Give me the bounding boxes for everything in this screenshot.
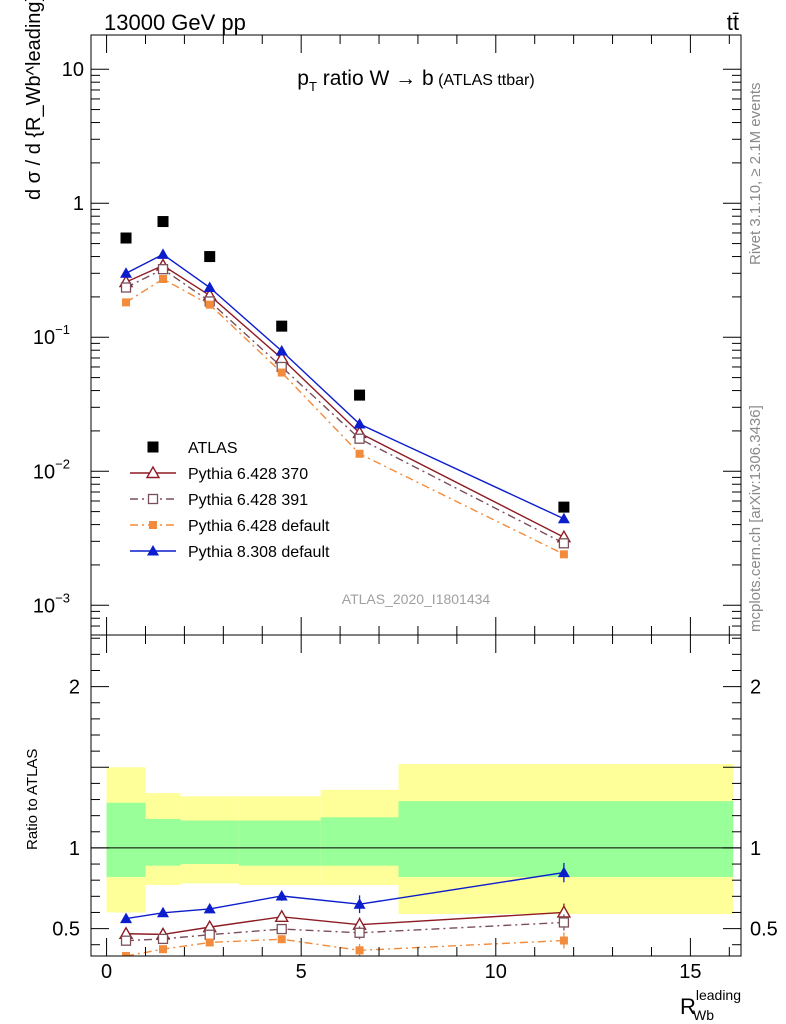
- svg-text:d σ / d {R_Wb^leading} [pb]: d σ / d {R_Wb^leading} [pb]: [23, 0, 45, 200]
- series-line-2: [125, 268, 565, 544]
- ratio-point: [204, 929, 215, 940]
- data-point: [559, 550, 568, 559]
- data-point: [157, 216, 169, 228]
- ratio-y-tick-label-left: 1: [69, 838, 80, 860]
- data-point: [159, 275, 168, 284]
- legend-label: Pythia 8.308 default: [188, 544, 330, 561]
- ratio-y-tick-label-left: 2: [69, 677, 80, 699]
- rivet-label: Rivet 3.1.10, ≥ 2.1M events: [747, 83, 764, 266]
- data-point: [558, 501, 570, 513]
- ratio-point: [157, 906, 170, 918]
- ratio-series-line-2: [125, 938, 564, 956]
- ratio-series-line-0: [126, 911, 564, 936]
- main-title: pT ratio W → b (ATLAS ttbar): [297, 67, 534, 94]
- band-inner: [106, 802, 146, 877]
- ratio-point: [557, 866, 570, 878]
- ratio-point: [120, 935, 132, 946]
- ratio-point: [157, 933, 169, 945]
- y-tick-label: 1: [73, 193, 84, 215]
- legend-marker: [147, 441, 159, 453]
- data-point: [353, 418, 366, 429]
- ratio-y-tick-label-right: 0.5: [750, 919, 778, 941]
- ratio-ylabel: Ratio to ATLAS: [24, 749, 41, 850]
- x-tick-label: 0: [101, 961, 112, 983]
- series-line-3: [125, 278, 565, 555]
- energy-label: 13000 GeV pp: [104, 10, 246, 35]
- ratio-point: [122, 952, 131, 956]
- source-label: mcplots.cern.ch [arXiv:1306.3436]: [747, 405, 764, 632]
- ratio-y-tick-label-right: 2: [750, 677, 761, 699]
- y-tick-label: 10−1: [33, 322, 70, 349]
- data-point: [557, 512, 570, 524]
- data-point: [122, 298, 131, 307]
- legend: ATLAS Pythia 6.428 370 Pythia 6.428 391 Pyt…: [130, 440, 330, 561]
- band-inner: [180, 820, 239, 865]
- ratio-point: [354, 927, 365, 938]
- data-point: [157, 248, 170, 259]
- band-inner: [238, 820, 321, 866]
- data-point: [355, 449, 364, 458]
- x-tick-label: 15: [679, 961, 701, 983]
- main-ylabel: d σ / d {R_Wb^leading} [pb]: [23, 0, 45, 200]
- data-point: [120, 267, 133, 278]
- series-line-4: [125, 253, 565, 520]
- data-point: [276, 320, 288, 332]
- y-tick-label: 10: [62, 59, 84, 81]
- ratio-point: [353, 898, 366, 909]
- data-point: [275, 344, 288, 356]
- data-point: [205, 300, 214, 309]
- data-point: [204, 251, 216, 263]
- ratio-point: [276, 923, 287, 935]
- data-point: [277, 368, 286, 377]
- data-point: [157, 264, 169, 275]
- ratio-series-line-3: [125, 871, 565, 920]
- ratio-y-tick-label-left: 0.5: [52, 919, 80, 941]
- y-tick-label: 10−3: [33, 590, 70, 617]
- band-inner: [145, 818, 181, 866]
- x-tick-label: 5: [296, 961, 307, 983]
- data-point: [558, 538, 570, 549]
- x-tick-label: 10: [485, 961, 507, 983]
- data-point: [203, 281, 216, 293]
- ratio-point: [274, 909, 289, 923]
- legend-marker: [149, 521, 157, 529]
- band-inner: [398, 801, 734, 877]
- ratio-point: [355, 946, 364, 955]
- data-point: [354, 433, 365, 444]
- legend-label: ATLAS: [188, 440, 238, 457]
- ratio-panel: 2 2 1 1 0.5 0.5 0 5 10 15 Ratio to ATLAS Rleadin…: [24, 634, 778, 1023]
- ratio-frame: [90, 634, 742, 957]
- series-line-1: [125, 264, 565, 538]
- band-inner: [320, 817, 399, 866]
- ratio-point: [558, 917, 570, 928]
- xlabel: Rleading Wb: [680, 987, 741, 1023]
- y-tick-label: 10−2: [33, 456, 70, 483]
- ratio-point: [275, 889, 288, 901]
- legend-label: Pythia 6.428 370: [188, 466, 308, 483]
- legend-marker: [145, 465, 161, 479]
- legend-marker: [147, 545, 159, 556]
- legend-marker: [147, 493, 159, 505]
- ratio-y-tick-label-right: 1: [750, 838, 761, 860]
- main-panel: 10 1 10−1 10−2 10−3 pT ratio W → b (ATLAS tt…: [23, 0, 742, 636]
- ratio-point: [205, 938, 214, 947]
- legend-label: Pythia 6.428 default: [188, 518, 330, 535]
- ratio-series-line-1: [125, 921, 564, 942]
- data-point: [120, 232, 132, 244]
- data-point: [120, 282, 132, 293]
- ratio-point: [203, 902, 216, 914]
- ratio-point: [559, 936, 568, 945]
- legend-label: Pythia 6.428 391: [188, 492, 308, 509]
- analysis-id: ATLAS_2020_I1801434: [342, 591, 491, 607]
- process-label: tt̄: [727, 10, 739, 35]
- ratio-point: [277, 935, 286, 944]
- ratio-point: [120, 912, 133, 924]
- data-point: [354, 389, 366, 401]
- ratio-point: [159, 945, 168, 954]
